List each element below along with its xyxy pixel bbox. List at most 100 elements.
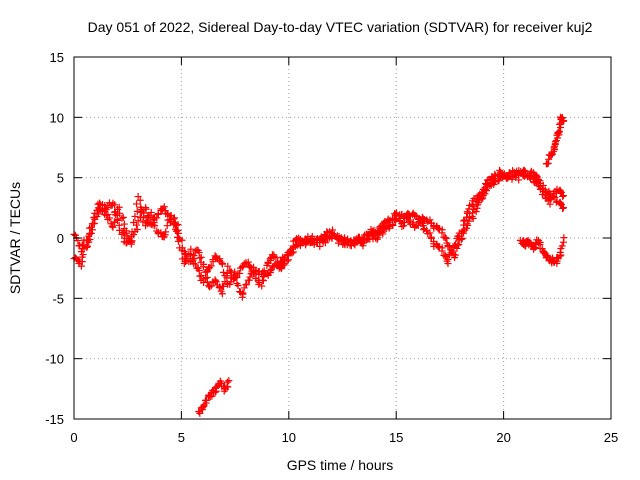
y-tick-label: 10: [50, 110, 64, 125]
data-point: [556, 248, 564, 256]
data-point: [344, 235, 352, 243]
data-point: [239, 263, 247, 271]
data-point: [216, 255, 224, 263]
data-point: [196, 272, 204, 280]
data-point: [225, 377, 233, 385]
data-point: [266, 255, 274, 263]
data-point: [250, 269, 258, 277]
data-point: [400, 218, 408, 226]
data-point: [415, 215, 423, 223]
data-point: [469, 202, 477, 210]
x-tick-label: 10: [282, 430, 296, 445]
data-point: [104, 216, 112, 224]
data-point: [224, 262, 232, 270]
data-point: [559, 204, 567, 212]
data-point: [379, 230, 387, 238]
data-point: [444, 255, 452, 263]
data-point: [246, 263, 254, 271]
data-point: [142, 218, 150, 226]
data-point: [245, 276, 253, 284]
data-point: [555, 128, 563, 136]
y-axis-label: SDTVAR / TECUs: [7, 182, 23, 294]
data-point: [551, 140, 559, 148]
data-point: [134, 193, 142, 201]
x-tick-label: 0: [70, 430, 77, 445]
data-point: [115, 203, 123, 211]
data-point: [220, 268, 228, 276]
data-point: [558, 242, 566, 250]
data-point: [189, 256, 197, 264]
data-point: [162, 228, 170, 236]
data-point: [178, 236, 186, 244]
data-point: [549, 192, 557, 200]
data-point: [373, 229, 381, 237]
y-tick-label: -15: [45, 412, 64, 427]
data-point: [109, 223, 117, 231]
data-point: [374, 234, 382, 242]
data-point: [452, 240, 460, 248]
data-point: [218, 290, 226, 298]
data-point: [133, 225, 141, 233]
data-point: [469, 214, 477, 222]
data-point: [560, 234, 568, 242]
data-point: [84, 236, 92, 244]
data-point: [472, 208, 480, 216]
data-point: [157, 229, 165, 237]
series-track-4: [516, 234, 568, 267]
data-point: [119, 228, 127, 236]
data-point: [83, 243, 91, 251]
data-point: [128, 228, 136, 236]
data-point: [109, 199, 117, 207]
data-point: [131, 212, 139, 220]
y-tick-label: -5: [52, 291, 64, 306]
data-point: [223, 378, 231, 386]
y-tick-label: 0: [57, 231, 64, 246]
data-point: [452, 251, 460, 259]
data-point: [445, 243, 453, 251]
data-point: [373, 235, 381, 243]
data-point: [302, 241, 310, 249]
series-track-2: [70, 166, 567, 298]
data-point: [116, 226, 124, 234]
data-point: [460, 217, 468, 225]
data-point: [258, 282, 266, 290]
data-point: [239, 289, 247, 297]
data-point: [560, 117, 568, 125]
data-point: [246, 273, 254, 281]
axis-ticks: 0 5 10 15 20 25 15 10 5 0 -5 -10 -15: [45, 50, 618, 445]
x-axis-label: GPS time / hours: [287, 457, 394, 473]
y-tick-label: 15: [50, 50, 64, 65]
series-track-3: [195, 377, 233, 417]
data-point: [478, 189, 486, 197]
data-point: [170, 214, 178, 222]
data-point: [140, 213, 148, 221]
data-point: [512, 171, 520, 179]
data-point: [426, 229, 434, 237]
data-point: [118, 214, 126, 222]
data-point: [196, 254, 204, 262]
data-point: [108, 222, 116, 230]
data-point: [174, 226, 182, 234]
data-point: [116, 209, 124, 217]
data-point: [111, 201, 119, 209]
x-tick-label: 20: [496, 430, 510, 445]
data-point: [559, 192, 567, 200]
data-point: [207, 262, 215, 270]
data-point: [482, 181, 490, 189]
data-point: [272, 254, 280, 262]
data-point: [266, 267, 274, 275]
data-point: [114, 216, 122, 224]
data-point: [530, 245, 538, 253]
data-point: [206, 283, 214, 291]
data-point: [137, 205, 145, 213]
x-tick-label: 5: [178, 430, 185, 445]
data-point: [77, 262, 85, 270]
x-tick-label: 25: [604, 430, 618, 445]
data-point: [130, 219, 138, 227]
data-point: [166, 216, 174, 224]
data-point: [174, 229, 182, 237]
data-point: [170, 215, 178, 223]
data-point: [260, 267, 268, 275]
data-point: [442, 234, 450, 242]
